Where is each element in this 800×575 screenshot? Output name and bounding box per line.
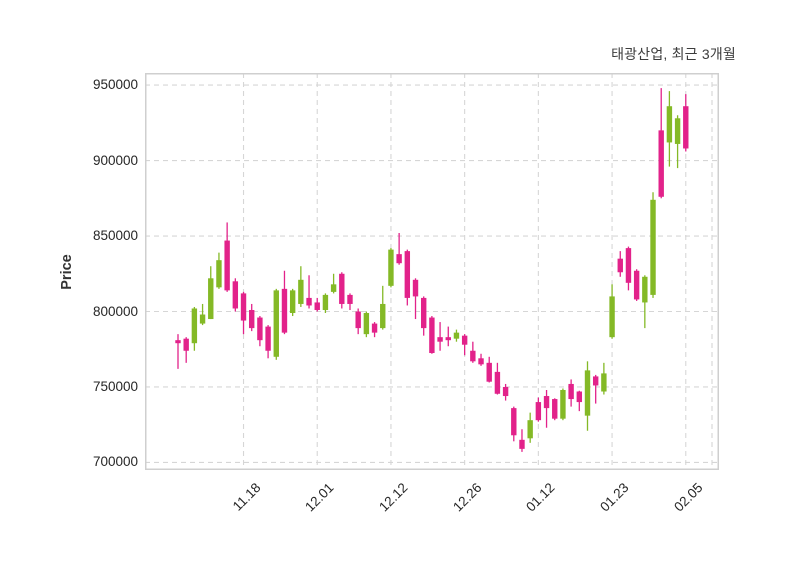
price-axis-label: Price bbox=[59, 254, 75, 290]
candle-body-down bbox=[486, 362, 492, 382]
chart-title: 태광산업, 최근 3개월 bbox=[611, 46, 736, 62]
candlestick-plot bbox=[145, 73, 719, 470]
candle-body-down bbox=[404, 251, 411, 298]
candle-body-up bbox=[674, 118, 681, 144]
x-tick-label: 12.26 bbox=[449, 480, 485, 515]
candle-body-down bbox=[617, 258, 623, 273]
candle-body-down bbox=[224, 240, 230, 291]
candle-body-up bbox=[584, 370, 591, 416]
candle-body-up bbox=[388, 249, 394, 286]
x-tick-label: 01.23 bbox=[597, 480, 632, 515]
candle-body-down bbox=[552, 399, 558, 419]
candle-body-up bbox=[609, 296, 615, 338]
candle-body-down bbox=[445, 337, 451, 341]
candle-body-down bbox=[281, 288, 288, 333]
candle-body-up bbox=[601, 373, 607, 392]
y-tick-label: 700000 bbox=[92, 454, 138, 470]
candle-body-up bbox=[527, 420, 533, 439]
candle-body-down bbox=[306, 297, 312, 306]
candle-body-down bbox=[183, 338, 189, 351]
candle-body-down bbox=[249, 309, 255, 329]
candle-body-down bbox=[658, 130, 664, 197]
candle-body-down bbox=[175, 340, 181, 344]
x-tick-label: 02.05 bbox=[670, 480, 706, 515]
candle-body-down bbox=[257, 317, 263, 341]
candle-body-down bbox=[240, 293, 247, 321]
candle-body-down bbox=[421, 297, 427, 329]
candle-body-up bbox=[363, 313, 370, 335]
candle-body-down bbox=[494, 371, 501, 394]
candle-body-up bbox=[322, 294, 329, 310]
x-tick-label: 11.18 bbox=[229, 480, 264, 514]
candle-body-down bbox=[347, 294, 353, 304]
candle-body-down bbox=[535, 402, 542, 421]
candle-body-down bbox=[461, 335, 468, 345]
candle-body-up bbox=[289, 290, 296, 314]
candle-body-up bbox=[560, 389, 566, 419]
candle-body-down bbox=[576, 391, 583, 403]
candle-body-down bbox=[232, 281, 239, 309]
candle-body-up bbox=[191, 308, 198, 344]
candle-body-up bbox=[453, 332, 460, 339]
candle-body-down bbox=[502, 386, 509, 397]
x-tick-label: 12.01 bbox=[302, 480, 337, 515]
y-tick-label: 750000 bbox=[92, 378, 138, 394]
candle-body-down bbox=[592, 376, 599, 386]
candle-body-down bbox=[396, 254, 402, 264]
candle-body-down bbox=[265, 326, 271, 351]
candle-body-up bbox=[380, 303, 386, 329]
candle-body-down bbox=[470, 350, 476, 362]
y-tick-label: 950000 bbox=[92, 77, 138, 93]
plot-area bbox=[145, 73, 719, 470]
candle-body-down bbox=[633, 270, 640, 300]
candle-body-down bbox=[371, 323, 378, 333]
y-tick-label: 900000 bbox=[92, 152, 138, 168]
candle-body-up bbox=[666, 106, 673, 143]
candle-body-down bbox=[511, 408, 517, 436]
x-tick-label: 01.12 bbox=[523, 480, 558, 515]
candle-body-down bbox=[568, 383, 574, 400]
candle-body-down bbox=[437, 337, 443, 342]
candle-body-up bbox=[216, 260, 222, 288]
candle-body-down bbox=[543, 396, 550, 409]
candle-body-down bbox=[314, 302, 320, 310]
candle-body-down bbox=[355, 311, 361, 329]
x-tick-label: 12.12 bbox=[376, 480, 411, 515]
candle-body-down bbox=[519, 439, 525, 449]
candle-body-up bbox=[642, 276, 648, 303]
candle-body-down bbox=[339, 273, 345, 304]
candle-body-up bbox=[199, 314, 206, 324]
candle-body-down bbox=[412, 279, 419, 297]
y-tick-label: 800000 bbox=[92, 303, 138, 319]
candle-body-down bbox=[625, 248, 632, 283]
plot-border bbox=[145, 73, 719, 470]
candle-body-up bbox=[273, 290, 279, 357]
candle-body-up bbox=[298, 279, 304, 304]
candle-body-up bbox=[208, 278, 214, 320]
candle-body-down bbox=[429, 317, 435, 354]
candle-body-up bbox=[650, 199, 656, 295]
y-tick-label: 850000 bbox=[92, 228, 138, 244]
candle-body-up bbox=[330, 284, 337, 292]
candle-body-down bbox=[478, 358, 484, 365]
candle-body-down bbox=[683, 106, 689, 149]
